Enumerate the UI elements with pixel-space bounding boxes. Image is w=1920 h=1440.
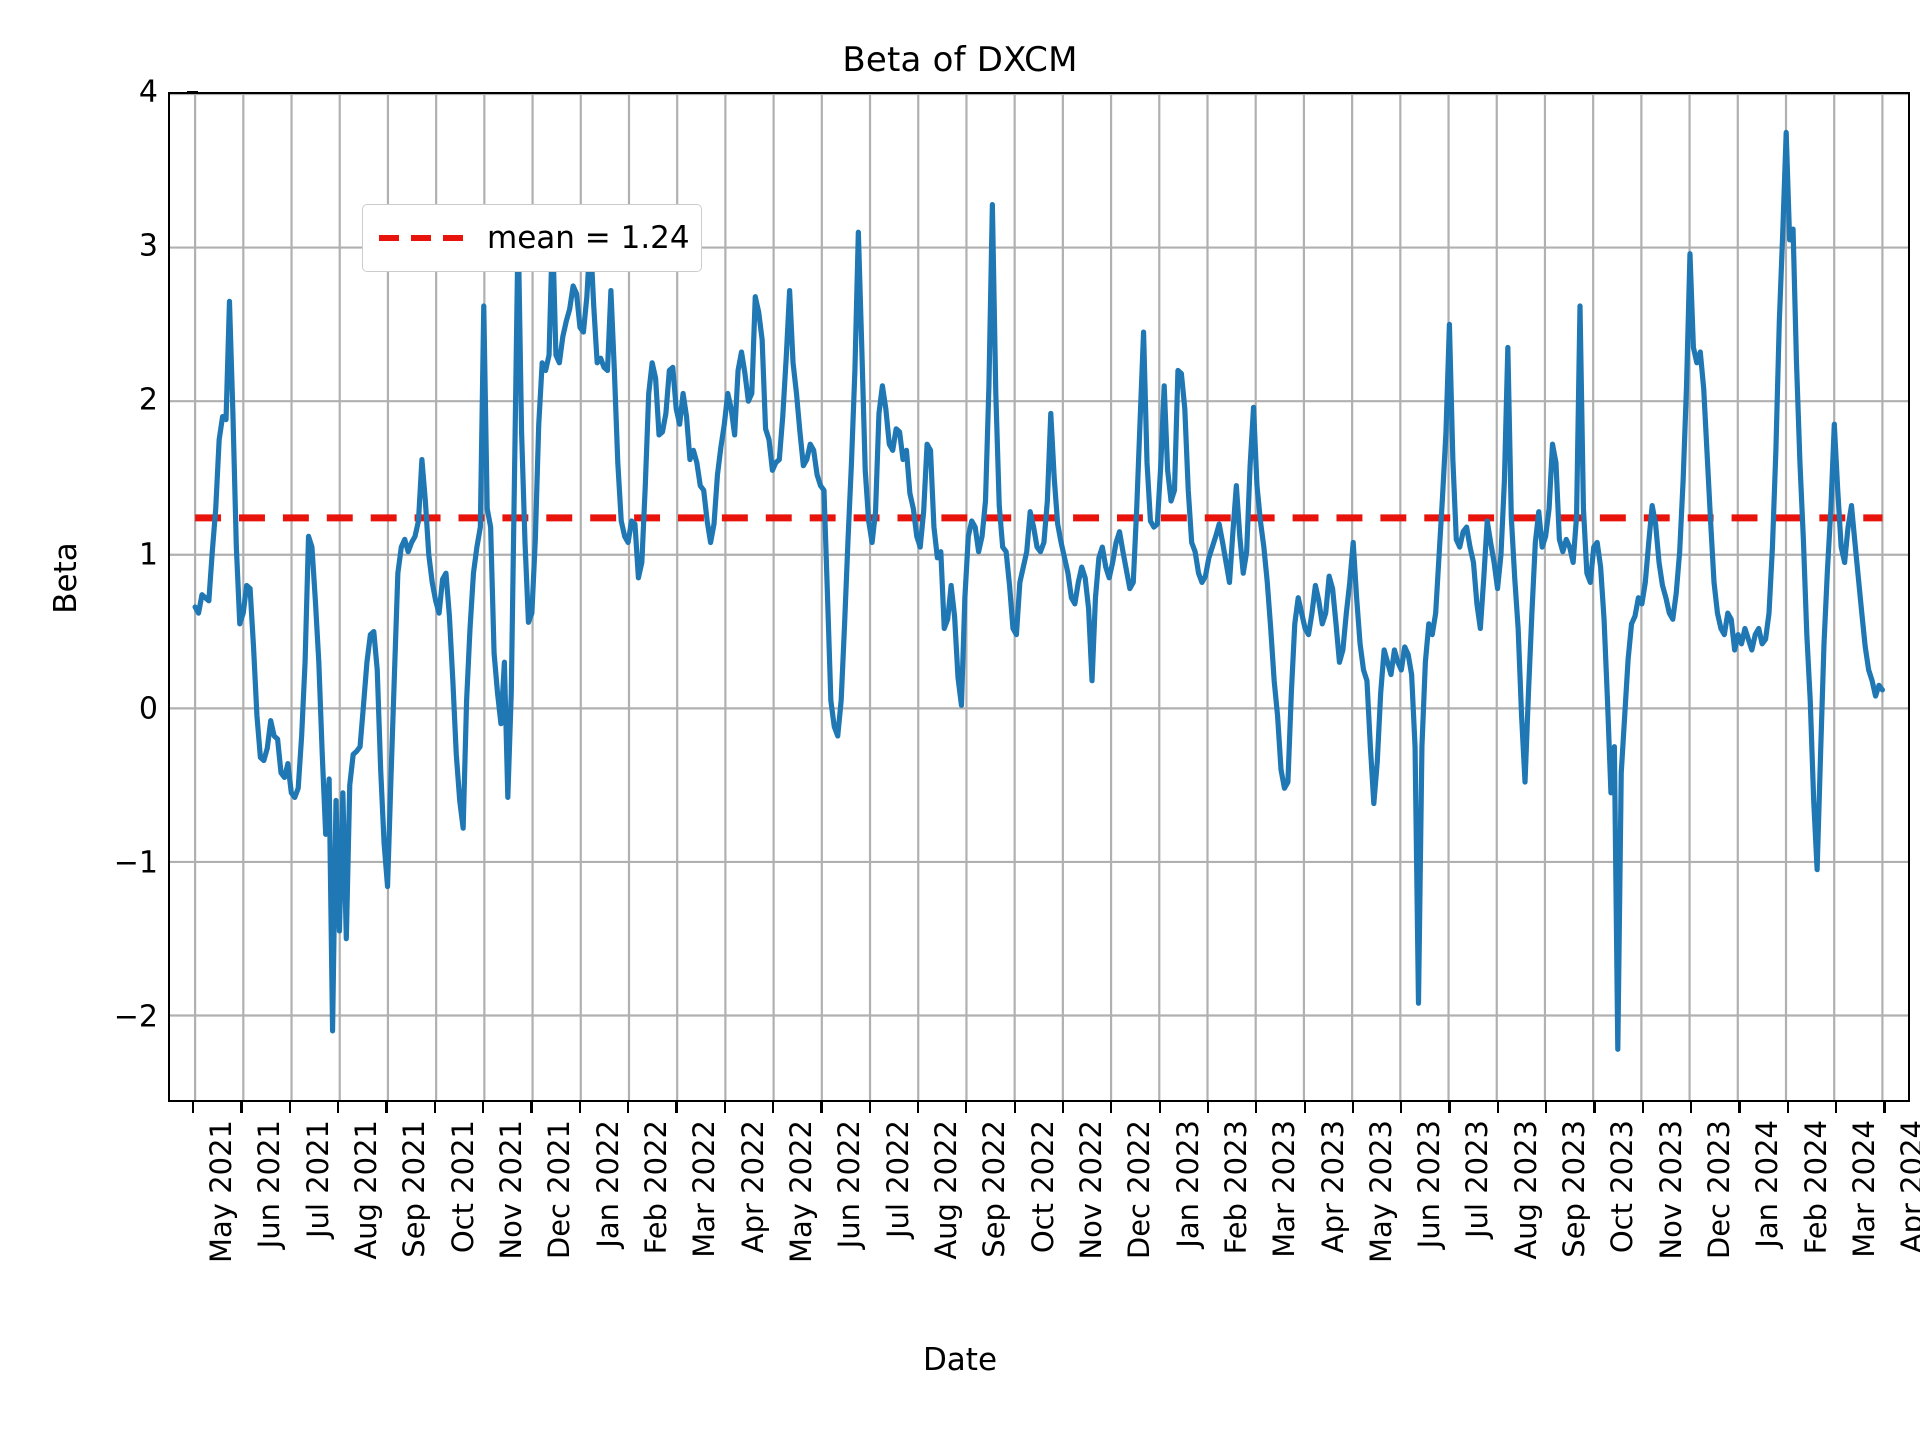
x-tick-mark [1593,1102,1596,1113]
x-tick-label: Jan 2024 [1750,1120,1785,1248]
x-tick-label: May 2021 [204,1120,239,1263]
x-axis-label: Date [922,1342,998,1378]
x-tick-mark [1738,1102,1741,1113]
x-tick-label: Jul 2021 [300,1120,335,1239]
x-tick-mark [1835,1102,1838,1113]
x-tick-label: Apr 2024 [1895,1120,1920,1254]
x-tick-mark [1158,1102,1161,1113]
x-tick-label: Mar 2023 [1267,1120,1302,1258]
x-tick-mark [1351,1102,1355,1113]
y-tick-label: 4 [138,74,158,110]
x-tick-mark [627,1102,630,1113]
x-tick-label: Feb 2022 [639,1120,674,1255]
x-tick-mark [288,1102,291,1113]
x-tick-label: Sep 2022 [977,1120,1012,1258]
x-tick-label: Aug 2022 [928,1120,963,1260]
x-tick-label: Dec 2023 [1702,1120,1737,1260]
legend: mean = 1.24 [362,204,702,272]
x-tick-label: Nov 2022 [1073,1120,1108,1260]
x-tick-mark [1496,1102,1499,1113]
x-tick-label: Mar 2024 [1847,1120,1882,1258]
x-tick-label: May 2022 [783,1120,818,1263]
x-tick-label: Dec 2022 [1122,1120,1157,1260]
x-tick-label: Apr 2022 [735,1120,770,1254]
x-tick-label: Feb 2023 [1218,1120,1253,1255]
page-title: Beta of DXCM [842,40,1078,80]
x-tick-mark [1013,1102,1016,1113]
x-tick-label: Oct 2021 [445,1120,480,1254]
x-tick-label: Jan 2022 [590,1120,625,1248]
x-tick-mark [337,1102,340,1113]
x-tick-label: Dec 2021 [542,1120,577,1260]
x-tick-mark [192,1102,195,1113]
x-tick-mark [433,1102,436,1113]
x-tick-label: Sep 2021 [397,1120,432,1258]
y-tick-label: −1 [113,845,158,881]
x-tick-mark [820,1102,823,1113]
x-tick-mark [1786,1102,1789,1113]
x-tick-label: Jun 2022 [832,1120,867,1249]
y-tick-label: 0 [138,691,158,727]
x-tick-label: Feb 2024 [1798,1120,1833,1255]
x-tick-label: Jun 2023 [1412,1120,1447,1249]
x-tick-mark [240,1102,243,1113]
plot-area: mean = 1.24 [168,92,1910,1102]
x-tick-label: Jan 2023 [1170,1120,1205,1248]
x-tick-mark [1545,1102,1548,1113]
y-tick-label: 3 [138,228,158,264]
x-tick-label: Sep 2023 [1557,1120,1592,1258]
x-tick-mark [723,1102,726,1113]
x-tick-mark [1255,1102,1258,1113]
y-tick-label: 1 [138,537,158,573]
x-tick-mark [1448,1102,1451,1113]
y-axis-ticks: 4 3 2 1 0 −1 −2 [30,0,198,1440]
x-tick-mark [1110,1102,1113,1113]
series-line-beta [192,129,1886,1052]
x-tick-label: Jun 2021 [252,1120,287,1249]
x-tick-mark [965,1102,968,1113]
x-tick-label: Aug 2023 [1508,1120,1543,1260]
x-tick-mark [1206,1102,1210,1113]
legend-label: mean = 1.24 [487,220,690,256]
x-tick-label: Aug 2021 [349,1120,384,1260]
x-tick-label: Jul 2023 [1460,1120,1495,1239]
x-tick-label: Mar 2022 [687,1120,722,1258]
x-tick-label: Nov 2023 [1653,1120,1688,1260]
x-tick-mark [868,1102,871,1113]
y-tick-label: −2 [113,999,158,1035]
x-tick-mark [1883,1102,1886,1113]
x-tick-label: Oct 2023 [1605,1120,1640,1254]
x-tick-mark [385,1102,388,1113]
x-tick-mark [1641,1102,1644,1113]
x-tick-mark [675,1102,678,1113]
x-tick-mark [530,1102,533,1113]
x-tick-label: Jul 2022 [880,1120,915,1239]
mean-line-swatch [377,226,469,250]
x-tick-label: May 2023 [1363,1120,1398,1263]
x-tick-mark [1061,1102,1065,1113]
x-tick-mark [771,1102,775,1113]
x-tick-mark [916,1102,920,1113]
x-tick-mark [578,1102,581,1113]
x-tick-mark [1400,1102,1403,1113]
x-tick-label: Apr 2023 [1315,1120,1350,1254]
y-tick-label: 2 [138,382,158,418]
x-tick-mark [1690,1102,1693,1113]
x-tick-label: Nov 2021 [494,1120,529,1260]
x-tick-label: Oct 2022 [1025,1120,1060,1254]
x-tick-mark [1303,1102,1306,1113]
x-tick-mark [482,1102,485,1113]
